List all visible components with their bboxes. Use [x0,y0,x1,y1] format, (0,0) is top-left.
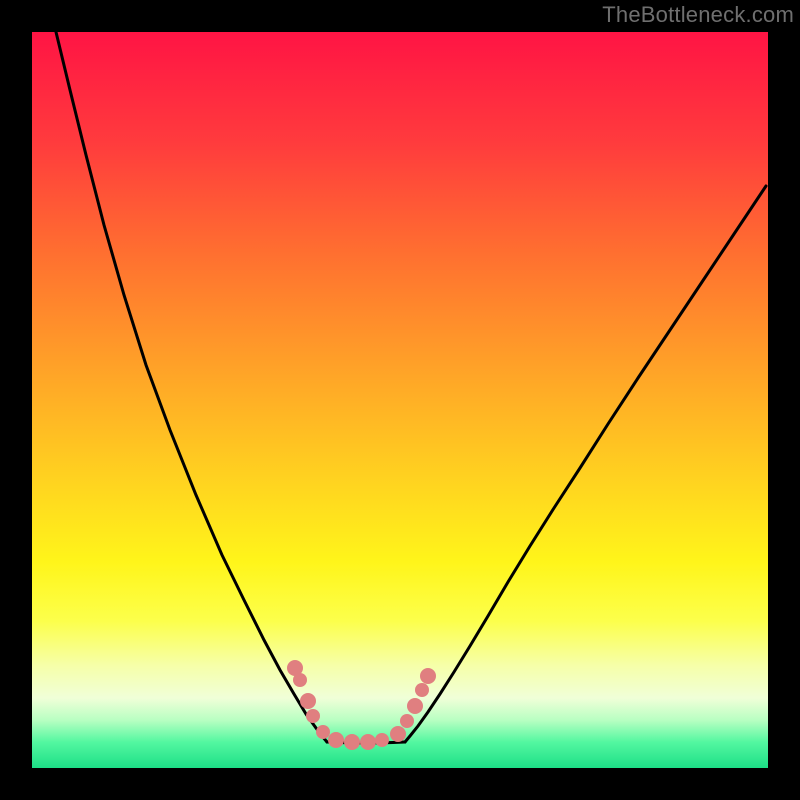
data-marker [375,733,389,747]
plot-background [32,32,768,768]
data-marker [306,709,320,723]
data-marker [415,683,429,697]
data-marker [328,732,344,748]
data-marker [344,734,360,750]
data-marker [400,714,414,728]
data-marker [407,698,423,714]
data-marker [390,726,406,742]
data-marker [300,693,316,709]
data-marker [420,668,436,684]
data-marker [360,734,376,750]
data-marker [293,673,307,687]
chart-stage: TheBottleneck.com [0,0,800,800]
watermark-text: TheBottleneck.com [602,2,794,28]
data-marker [316,725,330,739]
chart-svg [0,0,800,800]
